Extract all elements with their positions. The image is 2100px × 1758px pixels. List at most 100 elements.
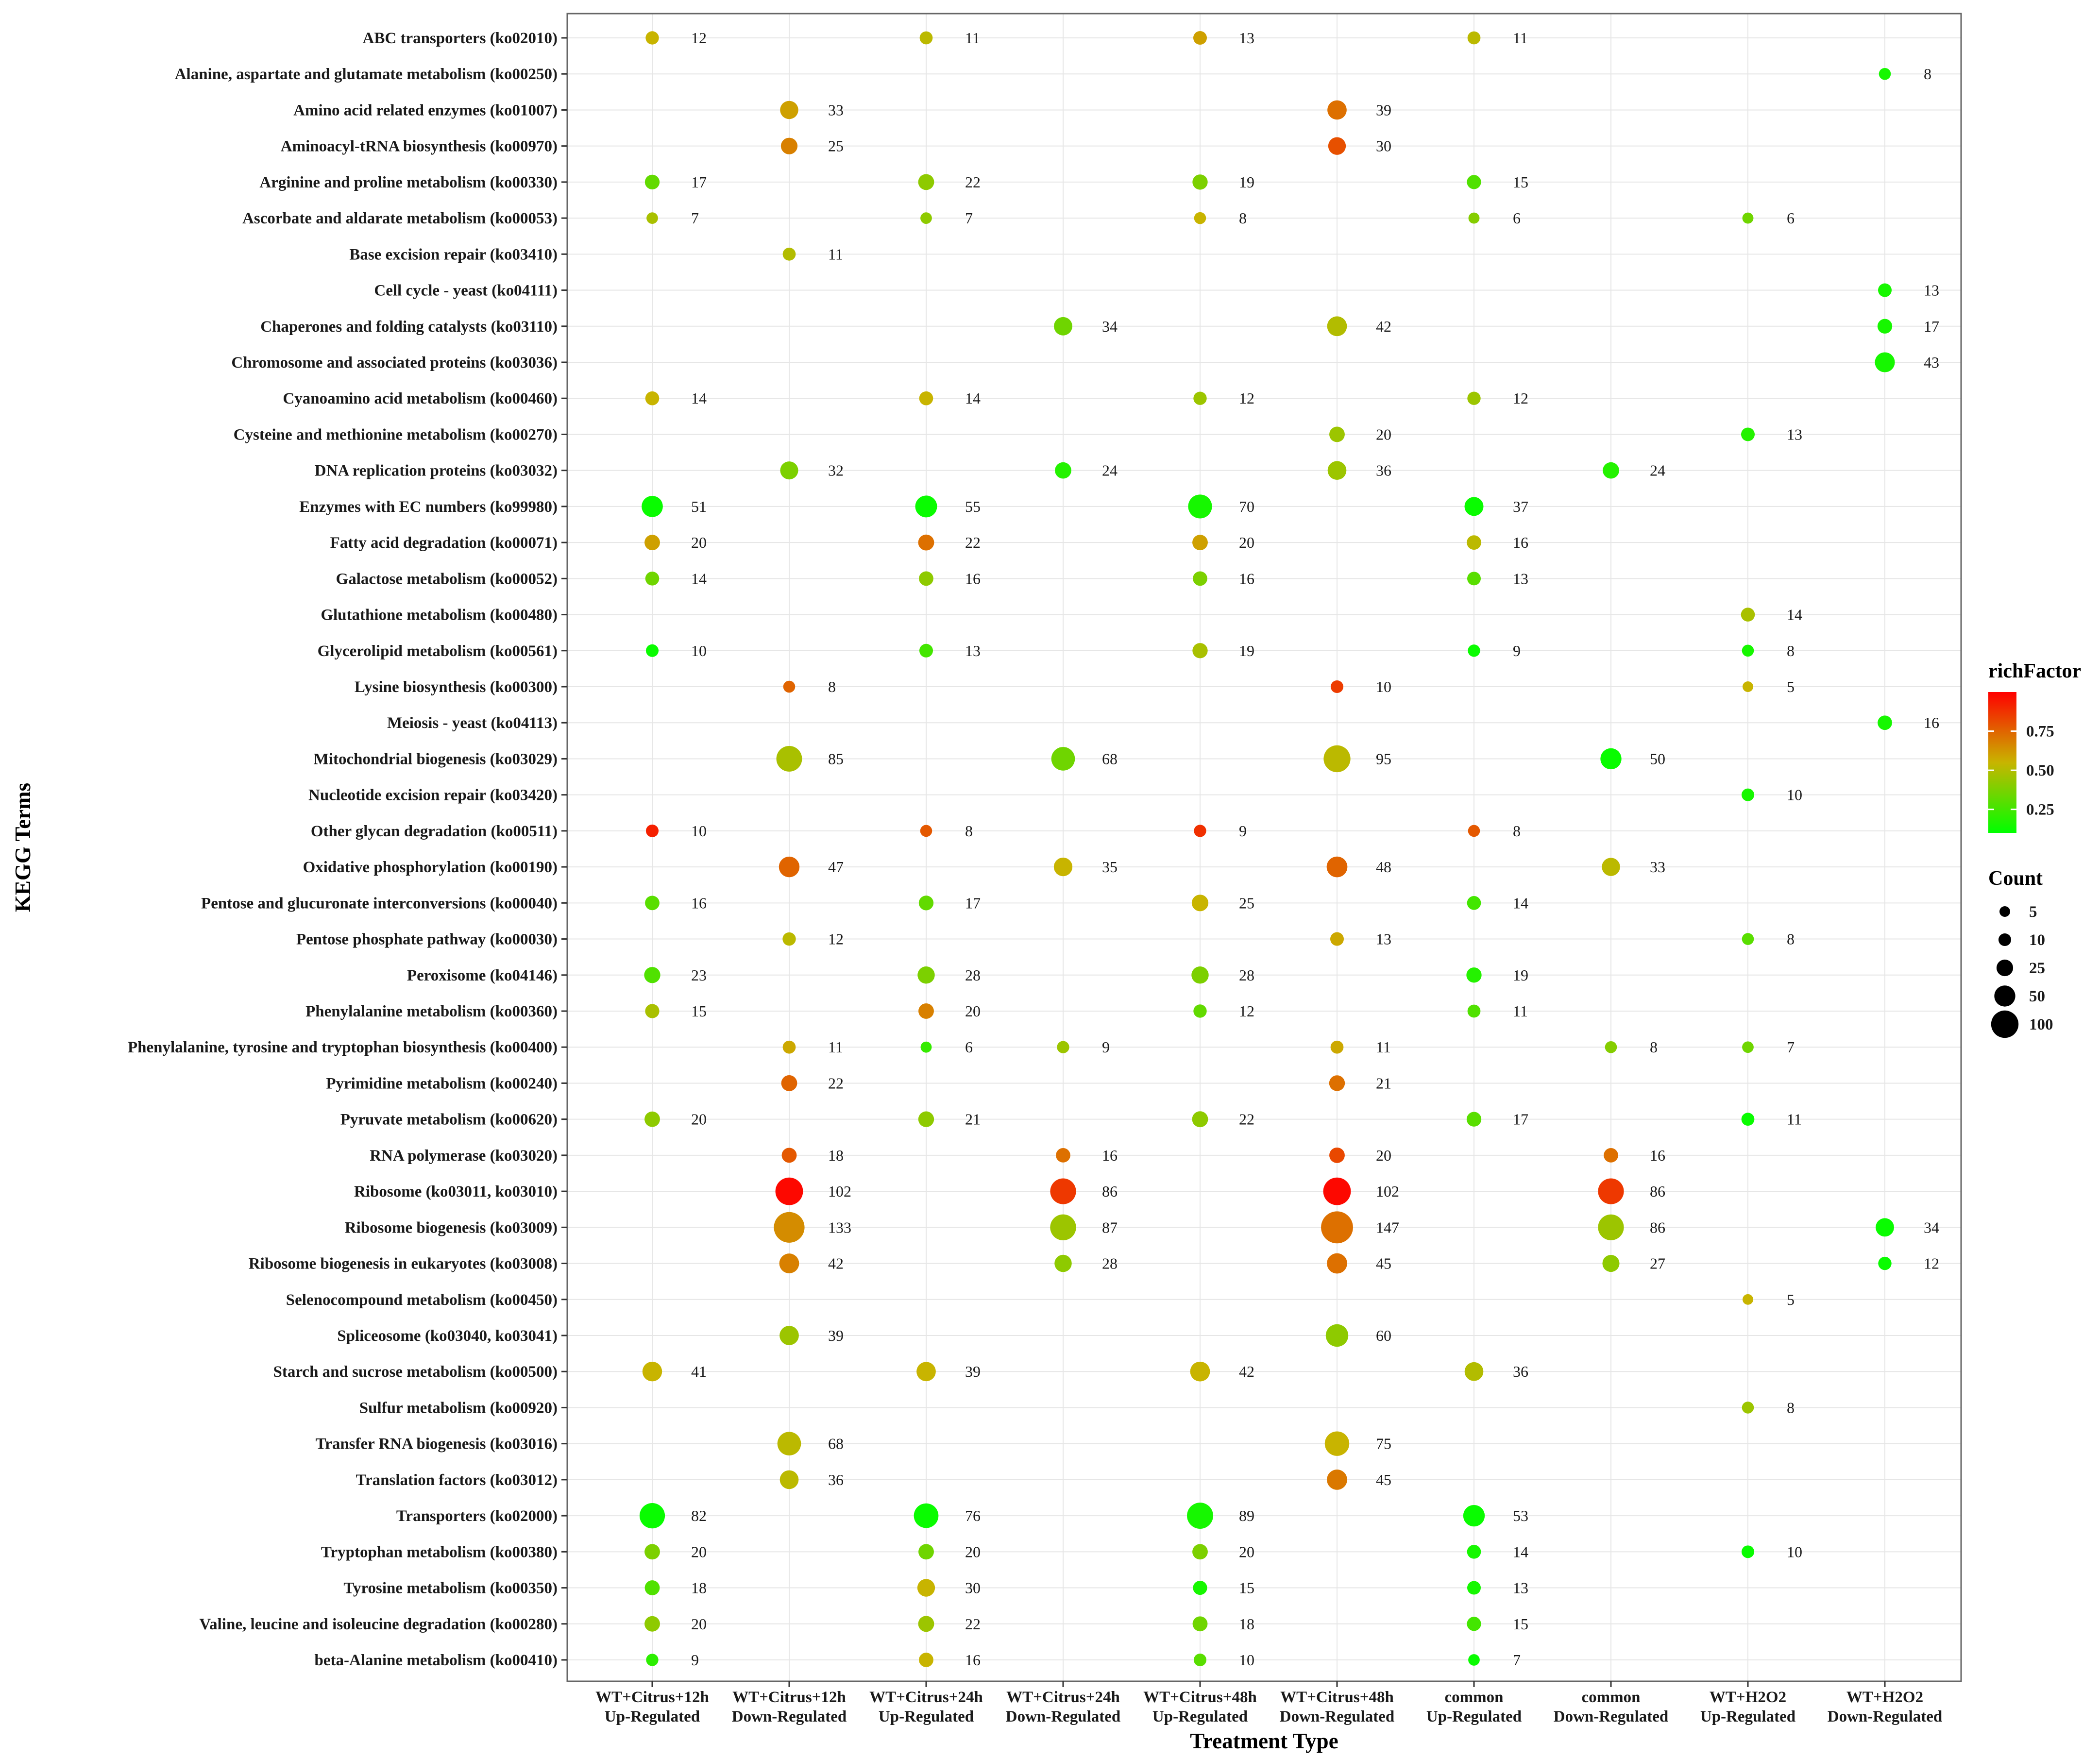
y-tick-label: Galactose metabolism (ko00052) — [336, 570, 558, 588]
data-label: 86 — [1650, 1218, 1665, 1236]
data-label: 33 — [828, 101, 844, 118]
data-label: 22 — [965, 534, 981, 551]
data-label: 20 — [1239, 534, 1254, 551]
y-tick-label: Translation factors (ko03012) — [356, 1471, 558, 1489]
data-label: 16 — [1924, 714, 1939, 731]
y-tick-label: Peroxisome (ko04146) — [407, 967, 558, 984]
data-point — [1327, 316, 1347, 337]
data-label: 39 — [1376, 101, 1391, 118]
data-label: 36 — [828, 1471, 844, 1488]
data-point — [1329, 1147, 1345, 1163]
size-legend-label: 10 — [2029, 931, 2045, 949]
y-tick-label: beta-Alanine metabolism (ko00410) — [315, 1652, 558, 1669]
data-point — [919, 391, 933, 406]
data-point — [779, 1253, 799, 1273]
data-label: 11 — [1787, 1111, 1802, 1128]
data-point — [1742, 212, 1754, 224]
data-label: 6 — [965, 1038, 973, 1056]
size-legend-dot — [1991, 1010, 2019, 1038]
data-point — [1605, 1041, 1617, 1053]
data-label: 20 — [691, 534, 707, 551]
x-axis-title: Treatment Type — [1190, 1729, 1338, 1753]
data-label: 20 — [965, 1543, 981, 1560]
data-point — [1468, 644, 1480, 657]
y-tick-label: DNA replication proteins (ko03032) — [315, 462, 558, 480]
data-point — [782, 932, 796, 946]
data-point — [1193, 1580, 1207, 1595]
data-label: 11 — [828, 1038, 843, 1056]
x-tick-label: WT+H2O2 — [1710, 1689, 1786, 1706]
y-tick-label: Phenylalanine, tyrosine and tryptophan b… — [128, 1039, 558, 1056]
data-label: 8 — [1924, 65, 1931, 83]
data-point — [1742, 933, 1754, 945]
y-tick-label: Base excision repair (ko03410) — [349, 246, 558, 263]
data-point — [1875, 352, 1895, 372]
data-point — [777, 1432, 801, 1455]
x-tick-label: Up-Regulated — [1152, 1708, 1248, 1725]
data-label: 19 — [1239, 642, 1254, 659]
data-label: 82 — [691, 1507, 707, 1524]
data-label: 7 — [965, 209, 973, 227]
data-label: 13 — [965, 642, 981, 659]
data-label: 17 — [1513, 1111, 1528, 1128]
y-tick-label: Sulfur metabolism (ko00920) — [359, 1399, 558, 1417]
data-point — [1467, 175, 1481, 189]
data-point — [1325, 1324, 1349, 1347]
data-label: 33 — [1650, 858, 1665, 876]
y-tick-label: Pyrimidine metabolism (ko00240) — [326, 1075, 558, 1092]
data-label: 18 — [691, 1579, 707, 1597]
data-label: 12 — [691, 29, 707, 47]
y-tick-label: Tyrosine metabolism (ko00350) — [343, 1580, 558, 1597]
data-label: 27 — [1650, 1255, 1665, 1272]
size-legend-dot — [1999, 906, 2010, 917]
y-tick-label: Ribosome (ko03011, ko03010) — [354, 1183, 558, 1200]
y-tick-label: Cell cycle - yeast (ko04111) — [374, 282, 558, 300]
data-label: 22 — [1239, 1111, 1254, 1128]
legend-size-title: Count — [1988, 867, 2043, 890]
data-point — [919, 1653, 933, 1667]
data-label: 16 — [1513, 534, 1528, 551]
data-point — [1604, 1148, 1618, 1163]
data-point — [1742, 1041, 1754, 1053]
data-point — [645, 572, 660, 586]
data-label: 68 — [828, 1435, 844, 1453]
data-label: 41 — [691, 1363, 707, 1380]
data-label: 20 — [691, 1111, 707, 1128]
data-point — [1467, 896, 1481, 910]
data-point — [1466, 967, 1482, 983]
size-legend-label: 50 — [2029, 988, 2045, 1005]
data-label: 20 — [691, 1615, 707, 1633]
y-tick-label: Transfer RNA biogenesis (ko03016) — [316, 1436, 558, 1453]
data-label: 13 — [1924, 282, 1939, 299]
data-point — [1193, 1004, 1207, 1018]
data-point — [1467, 1004, 1481, 1018]
data-point — [644, 1544, 660, 1560]
data-point — [1467, 535, 1481, 550]
data-label: 10 — [691, 822, 707, 840]
data-point — [918, 1111, 934, 1127]
x-tick-label: Up-Regulated — [879, 1708, 974, 1725]
data-label: 12 — [1239, 1002, 1254, 1020]
size-legend-dot — [1994, 985, 2015, 1007]
y-tick-label: Ascorbate and aldarate metabolism (ko000… — [242, 210, 558, 227]
data-point — [1328, 137, 1346, 155]
data-label: 28 — [1239, 966, 1254, 984]
data-point — [781, 1148, 797, 1163]
data-point — [1468, 825, 1480, 837]
y-tick-label: Ribosome biogenesis (ko03009) — [345, 1219, 558, 1236]
data-point — [1467, 1545, 1481, 1559]
data-label: 5 — [1787, 1291, 1795, 1308]
legend-colorbar — [1988, 692, 2016, 833]
y-tick-label: Pentose phosphate pathway (ko00030) — [296, 931, 558, 948]
x-tick-label: Up-Regulated — [1700, 1708, 1795, 1725]
x-tick-label: Down-Regulated — [1280, 1708, 1395, 1725]
data-point — [917, 966, 935, 984]
x-tick-label: Down-Regulated — [732, 1708, 847, 1725]
data-point — [1192, 1111, 1208, 1128]
data-label: 12 — [1513, 389, 1528, 407]
data-label: 23 — [691, 966, 707, 984]
data-point — [644, 1616, 660, 1632]
data-point — [1468, 1654, 1480, 1666]
y-tick-label: Selenocompound metabolism (ko00450) — [286, 1291, 558, 1309]
